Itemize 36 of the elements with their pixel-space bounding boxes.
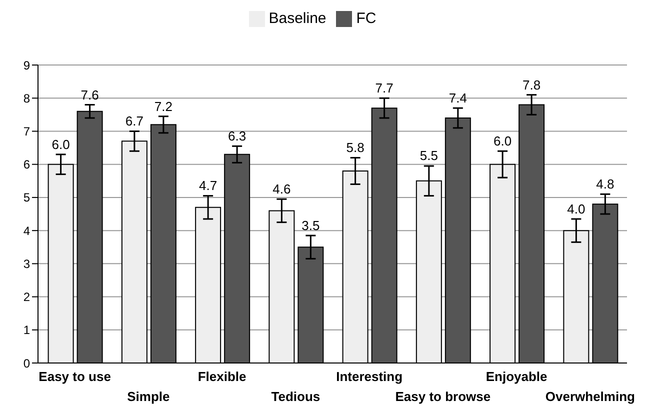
x-tick-label: Simple: [127, 389, 170, 404]
data-label: 7.2: [154, 98, 172, 114]
data-label: 4.7: [199, 178, 218, 194]
data-label: 6.0: [494, 133, 512, 148]
data-label: 6.3: [228, 128, 246, 144]
legend-label: Baseline: [268, 10, 326, 27]
data-label: 7.7: [375, 80, 394, 96]
y-tick-label: 5: [23, 190, 30, 205]
y-tick-label: 3: [23, 256, 30, 271]
y-tick-label: 9: [23, 58, 30, 72]
y-tick-label: 7: [23, 124, 30, 139]
x-tick-label: Interesting: [336, 369, 403, 384]
x-tick-label: Overwhelming: [545, 389, 636, 404]
data-label: 4.0: [567, 201, 586, 216]
y-tick-label: 8: [23, 91, 30, 106]
y-tick-label: 4: [23, 224, 30, 238]
data-label: 7.4: [448, 90, 467, 106]
y-tick-label: 6: [23, 158, 30, 172]
x-tick-label: Easy to browse: [395, 389, 491, 404]
y-tick-label: 0: [23, 356, 30, 370]
data-label: 5.5: [420, 148, 438, 164]
legend-label: FC: [356, 10, 376, 27]
data-label: 7.8: [522, 77, 541, 92]
data-label: 4.6: [272, 181, 291, 196]
x-tick-label: Easy to use: [38, 369, 111, 384]
data-label: 3.5: [302, 218, 320, 233]
x-tick-label: Enjoyable: [486, 369, 548, 384]
x-tick-label: Flexible: [198, 369, 246, 384]
data-label: 5.8: [346, 140, 364, 155]
data-label: 4.8: [596, 176, 614, 192]
data-label: 6.7: [125, 114, 144, 129]
y-tick-label: 1: [23, 323, 30, 338]
x-tick-label: Tedious: [271, 389, 320, 404]
data-label: 6.0: [52, 136, 70, 152]
data-label: 7.6: [80, 87, 99, 102]
y-tick-label: 2: [23, 290, 30, 304]
